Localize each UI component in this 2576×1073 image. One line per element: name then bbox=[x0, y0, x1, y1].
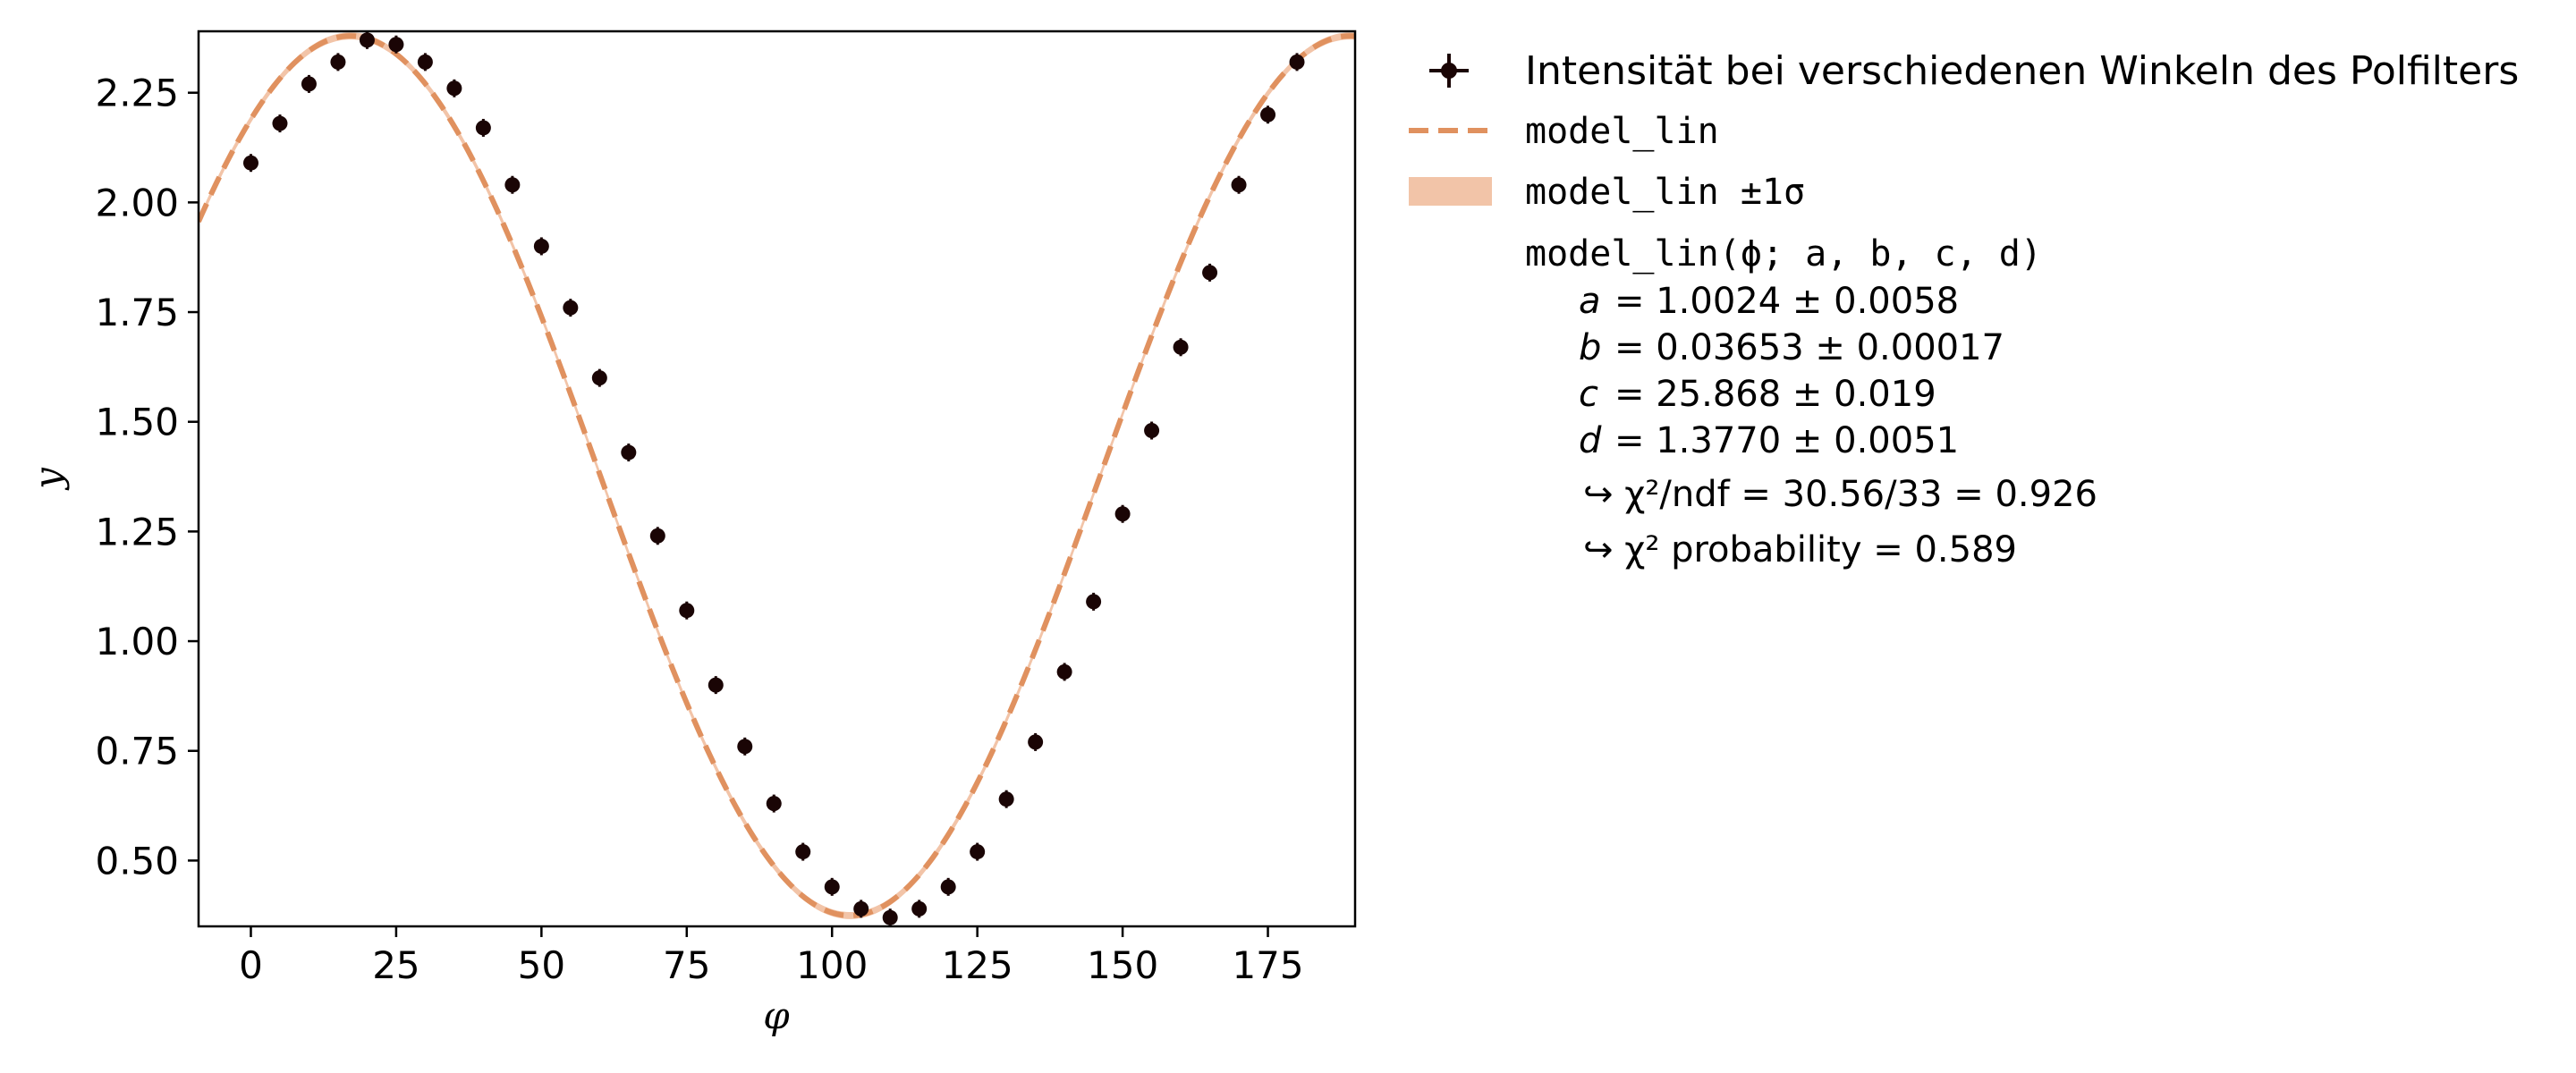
data-point bbox=[1114, 504, 1131, 523]
data-point bbox=[1144, 421, 1160, 440]
data-point bbox=[679, 601, 695, 620]
model-curve bbox=[199, 33, 1355, 918]
data-point bbox=[708, 676, 724, 695]
y-axis-ticks: 0.50 0.75 1.00 1.25 1.50 1.75 2.00 2.25 bbox=[95, 72, 199, 883]
x-tick-label: 25 bbox=[372, 943, 419, 987]
data-point bbox=[563, 299, 579, 317]
data-point bbox=[795, 842, 811, 861]
param-d-name: d bbox=[1579, 420, 1602, 461]
data-point bbox=[388, 35, 404, 54]
data-point bbox=[591, 368, 607, 387]
data-point bbox=[649, 527, 665, 545]
data-point bbox=[417, 53, 433, 72]
legend-marker-data bbox=[1429, 54, 1469, 88]
model-error-band bbox=[199, 32, 1355, 919]
y-tick-label: 2.00 bbox=[95, 181, 179, 224]
data-point bbox=[272, 114, 288, 133]
param-c-value: = 25.868 ± 0.019 bbox=[1614, 374, 1936, 415]
data-point bbox=[242, 154, 258, 173]
data-point bbox=[998, 790, 1014, 808]
data-point bbox=[940, 877, 956, 896]
y-tick-label: 2.25 bbox=[95, 72, 179, 115]
data-point bbox=[970, 842, 986, 861]
x-tick-label: 175 bbox=[1232, 943, 1303, 987]
y-tick-label: 1.25 bbox=[95, 510, 179, 553]
x-tick-label: 125 bbox=[942, 943, 1013, 987]
data-point bbox=[621, 444, 637, 462]
legend-label-band: model_lin ±1σ bbox=[1525, 172, 1805, 213]
data-point bbox=[504, 175, 521, 194]
y-tick-label: 1.50 bbox=[95, 401, 179, 444]
data-points-layer bbox=[242, 30, 1305, 927]
param-c-name: c bbox=[1579, 374, 1598, 415]
y-axis-label: y bbox=[26, 467, 70, 491]
param-b-name: b bbox=[1579, 327, 1601, 368]
data-point bbox=[533, 237, 549, 256]
data-point bbox=[1289, 53, 1305, 72]
plot-frame bbox=[197, 30, 1357, 928]
legend-marker-band bbox=[1409, 177, 1492, 206]
param-d-value: = 1.3770 ± 0.0051 bbox=[1614, 420, 1959, 461]
data-point bbox=[359, 30, 375, 49]
model-band-layer bbox=[199, 32, 1355, 919]
chi2-ndf: ↪ χ²/ndf = 30.56/33 = 0.926 bbox=[1583, 474, 2097, 515]
legend-label-model: model_lin bbox=[1525, 111, 1719, 152]
data-point bbox=[1260, 106, 1276, 124]
model-curve-layer bbox=[199, 33, 1355, 918]
data-point bbox=[1086, 592, 1102, 611]
data-point bbox=[475, 118, 491, 137]
x-axis-ticks: 0 25 50 75 100 125 150 175 bbox=[239, 926, 1304, 987]
data-point bbox=[1028, 732, 1044, 751]
data-point bbox=[766, 794, 782, 813]
x-tick-label: 100 bbox=[796, 943, 868, 987]
data-point bbox=[824, 877, 840, 896]
data-point bbox=[1173, 338, 1189, 357]
x-tick-label: 150 bbox=[1087, 943, 1158, 987]
y-tick-label: 0.50 bbox=[95, 839, 179, 883]
x-axis-label: φ bbox=[763, 993, 790, 1037]
data-point bbox=[1056, 663, 1072, 681]
x-tick-label: 75 bbox=[663, 943, 710, 987]
data-point bbox=[1231, 175, 1247, 194]
data-point bbox=[853, 900, 869, 918]
data-point bbox=[882, 908, 898, 927]
data-point bbox=[330, 53, 346, 72]
data-point bbox=[1202, 263, 1218, 282]
chi2-probability: ↪ χ² probability = 0.589 bbox=[1583, 529, 2017, 570]
param-b-value: = 0.03653 ± 0.00017 bbox=[1614, 327, 2004, 368]
y-tick-label: 0.75 bbox=[95, 730, 179, 773]
data-point bbox=[737, 737, 753, 756]
data-point bbox=[301, 74, 317, 93]
fit-signature: model_lin(ϕ; a, b, c, d) bbox=[1525, 233, 2042, 275]
data-point bbox=[446, 79, 462, 97]
x-tick-label: 0 bbox=[239, 943, 263, 987]
y-tick-label: 1.75 bbox=[95, 291, 179, 334]
x-tick-label: 50 bbox=[518, 943, 565, 987]
param-a-name: a bbox=[1579, 281, 1601, 322]
legend-label-data: Intensität bei verschiedenen Winkeln des… bbox=[1525, 48, 2519, 94]
param-a-value: = 1.0024 ± 0.0058 bbox=[1614, 281, 1959, 322]
data-point bbox=[911, 900, 928, 918]
legend: Intensität bei verschiedenen Winkeln des… bbox=[1409, 48, 2519, 570]
y-tick-label: 1.00 bbox=[95, 620, 179, 663]
